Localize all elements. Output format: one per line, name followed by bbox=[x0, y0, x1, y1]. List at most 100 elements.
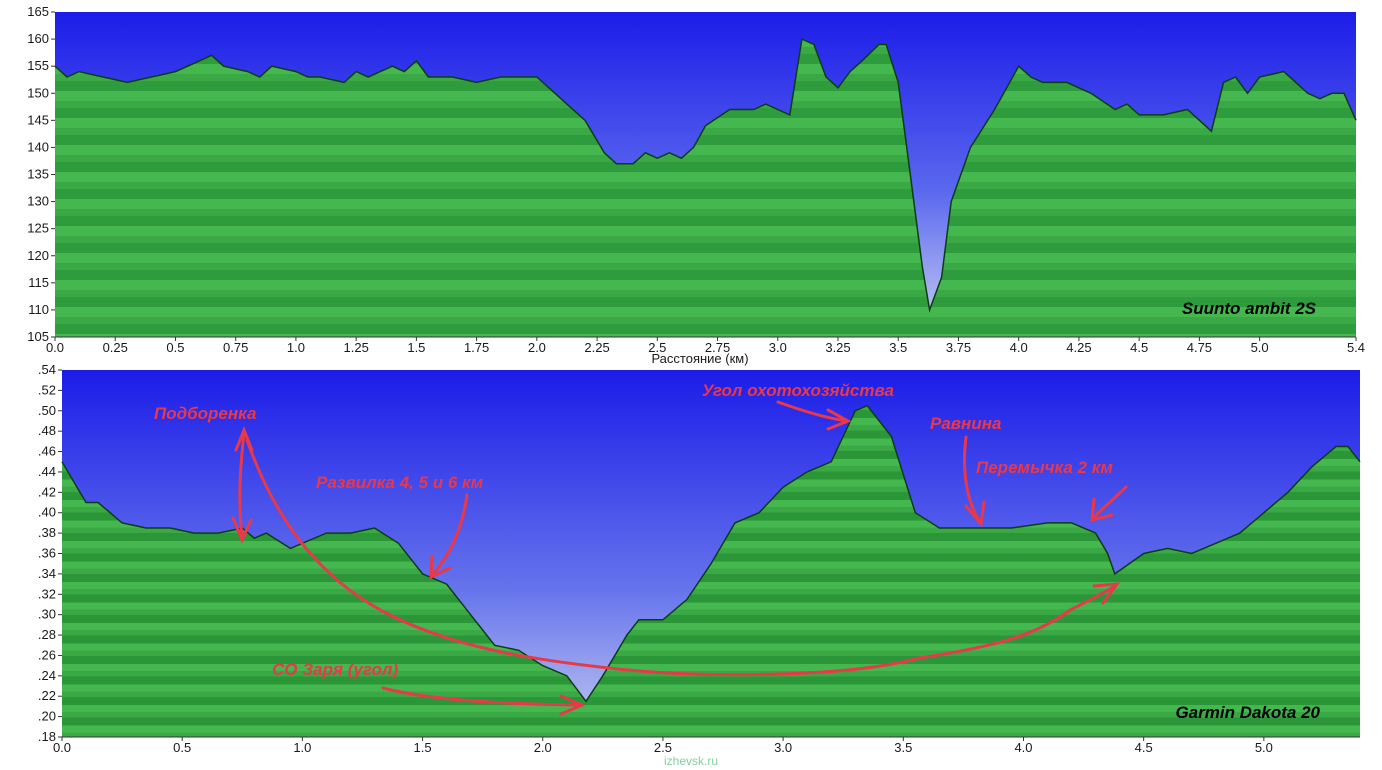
y-tick-label: 130 bbox=[27, 194, 49, 209]
device-label: Garmin Dakota 20 bbox=[1175, 703, 1320, 722]
x-tick-label: 4.75 bbox=[1187, 340, 1212, 355]
y-tick-label: .54 bbox=[38, 362, 56, 377]
elevation-area bbox=[61, 404, 1361, 737]
y-tick-label: .28 bbox=[38, 627, 56, 642]
elevation-fill bbox=[62, 405, 1360, 737]
y-tick-label: .34 bbox=[38, 566, 56, 581]
x-tick-label: 4.25 bbox=[1066, 340, 1091, 355]
y-tick-label: 150 bbox=[27, 85, 49, 100]
arrow-sozarya-head bbox=[559, 694, 586, 716]
elevation-area bbox=[54, 38, 1357, 337]
x-tick-label: 1.5 bbox=[414, 740, 432, 755]
garmin-elevation-chart: .54 .52 .50 .48 .46 .44 .42 .40 .38 .36 .34 .32 .30.… bbox=[38, 362, 1361, 755]
x-tick-label: 4.0 bbox=[1014, 740, 1032, 755]
annotation-arrows bbox=[231, 400, 1128, 716]
y-tick-label: .40 bbox=[38, 505, 56, 520]
annotation-peremychka: Перемычка 2 км bbox=[976, 458, 1113, 477]
arrow-peremychka-head bbox=[1090, 497, 1114, 522]
arrow-podborenka-head bbox=[231, 516, 253, 544]
x-tick-label: 5.0 bbox=[1251, 340, 1269, 355]
x-tick-label: 5.4 bbox=[1347, 340, 1365, 355]
y-tick-label: .20 bbox=[38, 709, 56, 724]
x-tick-label: 3.0 bbox=[774, 740, 792, 755]
x-tick-label: 1.0 bbox=[287, 340, 305, 355]
x-tick-label: 1.75 bbox=[464, 340, 489, 355]
x-tick-label: 4.5 bbox=[1135, 740, 1153, 755]
y-tick-label: .48 bbox=[38, 423, 56, 438]
suunto-elevation-chart: 105110115120125130135140145150155160165 … bbox=[27, 4, 1365, 366]
arrow-ravnina bbox=[963, 435, 982, 524]
x-tick-label: 2.5 bbox=[654, 740, 672, 755]
x-tick-label: 3.0 bbox=[769, 340, 787, 355]
annotation-podborenka: Подборенка bbox=[154, 404, 256, 423]
elevation-line bbox=[61, 404, 1361, 703]
y-tick-label: 165 bbox=[27, 4, 49, 19]
route-curve-head bbox=[1092, 582, 1121, 605]
x-tick-label: 4.0 bbox=[1010, 340, 1028, 355]
y-tick-label: 145 bbox=[27, 112, 49, 127]
x-tick-label: 2.5 bbox=[648, 340, 666, 355]
x-axis-label: Расстояние (км) bbox=[651, 351, 748, 366]
elevation-fill bbox=[55, 39, 1356, 337]
y-tick-label: .42 bbox=[38, 484, 56, 499]
footer-watermark: izhevsk.ru bbox=[663, 754, 719, 768]
x-tick-label: 2.25 bbox=[584, 340, 609, 355]
arrow-podborenka bbox=[238, 430, 246, 540]
arrow-ravnina-head bbox=[964, 500, 986, 528]
x-tick-label: 1.5 bbox=[407, 340, 425, 355]
device-label: Suunto ambit 2S bbox=[1182, 299, 1317, 318]
x-tick-label: 3.25 bbox=[825, 340, 850, 355]
y-tick-label: 110 bbox=[28, 302, 49, 317]
x-tick-label: 5.0 bbox=[1255, 740, 1273, 755]
annotation-ugol-okhotokhozyaistva: Угол охотохозяйства bbox=[702, 381, 894, 400]
arrow-ugol-head bbox=[826, 408, 852, 431]
y-tick-label: 155 bbox=[27, 58, 49, 73]
y-tick-label: .38 bbox=[38, 525, 56, 540]
y-tick-label: 140 bbox=[27, 139, 49, 154]
x-tick-label: 0.5 bbox=[173, 740, 191, 755]
x-tick-label: 2.0 bbox=[534, 740, 552, 755]
y-tick-label: .46 bbox=[38, 444, 56, 459]
x-tick-label: 1.0 bbox=[293, 740, 311, 755]
arrow-ugol bbox=[776, 400, 849, 423]
y-tick-label: .18 bbox=[38, 729, 56, 744]
x-tick-label: 1.25 bbox=[344, 340, 369, 355]
x-tick-label: 0.5 bbox=[166, 340, 184, 355]
y-tick-label: .32 bbox=[38, 586, 56, 601]
x-tick-label: 3.5 bbox=[889, 340, 907, 355]
annotation-ravnina: Равнина bbox=[930, 414, 1001, 433]
x-tick-label: 3.5 bbox=[894, 740, 912, 755]
y-tick-label: .22 bbox=[38, 688, 56, 703]
x-axis-ticks: 0.0 0.25 0.5 0.75 1.0 1.25 1.5 1.75 2.0 2.25 2.5 2.… bbox=[46, 337, 1365, 355]
y-tick-label: .36 bbox=[38, 546, 56, 561]
annotation-razvilka: Развилка 4, 5 и 6 км bbox=[316, 473, 484, 492]
y-tick-label: .52 bbox=[38, 382, 56, 397]
arrow-razvilka-head bbox=[429, 554, 452, 580]
y-tick-label: 135 bbox=[27, 167, 49, 182]
x-tick-label: 0.75 bbox=[223, 340, 248, 355]
y-tick-label: .26 bbox=[38, 647, 56, 662]
annotation-so-zarya: СО Заря (угол) bbox=[272, 660, 398, 679]
y-tick-label: .30 bbox=[38, 607, 56, 622]
y-tick-label: 105 bbox=[27, 329, 49, 344]
x-tick-label: 2.75 bbox=[705, 340, 730, 355]
y-tick-label: .50 bbox=[38, 403, 56, 418]
x-axis-ticks: 0.0 0.5 1.0 1.5 2.0 2.5 3.0 3.5 4.0 4.5 5.0 bbox=[53, 737, 1273, 755]
y-tick-label: 120 bbox=[27, 248, 49, 263]
y-tick-label: 160 bbox=[27, 31, 49, 46]
x-tick-label: 4.5 bbox=[1130, 340, 1148, 355]
x-tick-label: 0.25 bbox=[103, 340, 128, 355]
x-tick-label: 3.75 bbox=[946, 340, 971, 355]
route-curve bbox=[245, 438, 1117, 677]
y-tick-label: 125 bbox=[27, 221, 49, 236]
arrow-razvilka bbox=[430, 493, 469, 577]
arrow-peremychka bbox=[1091, 485, 1128, 520]
x-tick-label: 2.0 bbox=[528, 340, 546, 355]
y-tick-label: .24 bbox=[38, 668, 56, 683]
x-tick-label: 0.0 bbox=[46, 340, 64, 355]
y-axis-ticks: 105 110 115 120 125 130 135 140 145 150 155 160 165 bbox=[27, 4, 55, 344]
arrow-sozarya bbox=[381, 686, 582, 707]
y-tick-label: 115 bbox=[28, 275, 49, 290]
y-axis-ticks: .54 .52 .50 .48 .46 .44 .42 .40 .38 .36 .34 .32 .30.… bbox=[38, 362, 62, 744]
